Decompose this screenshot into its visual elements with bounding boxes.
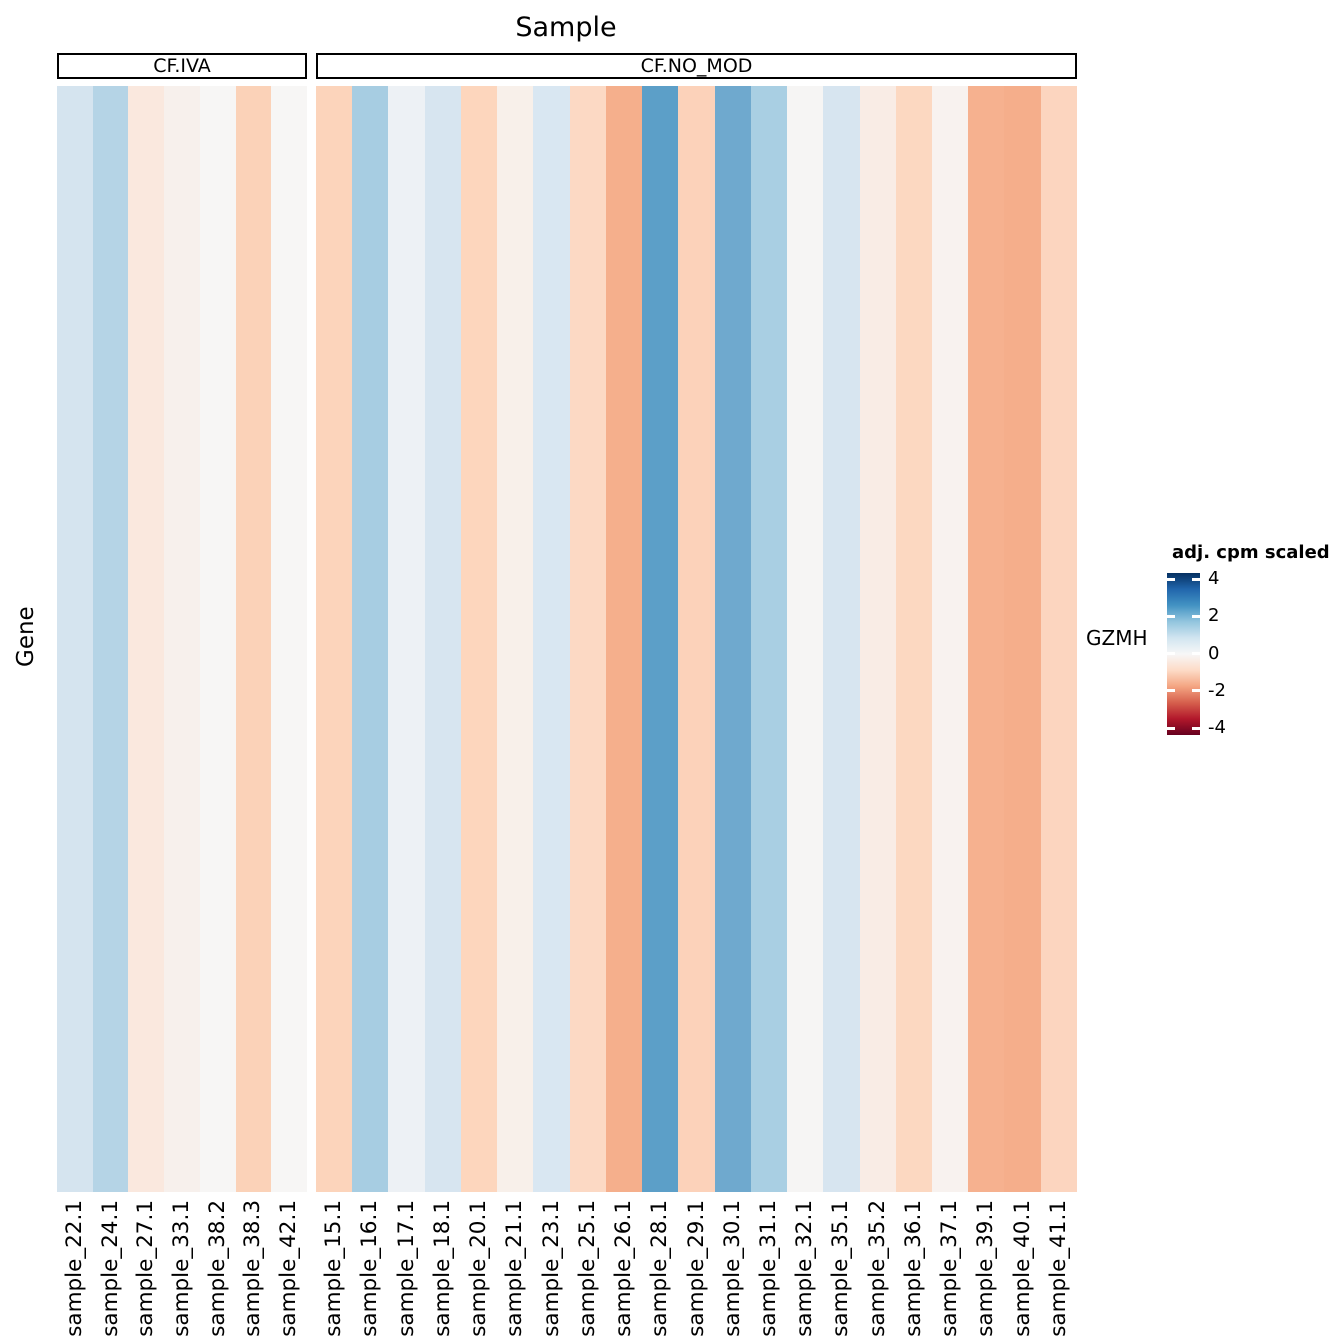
- heatmap-group: [316, 86, 1077, 1192]
- heatmap-cell: [642, 86, 679, 1192]
- legend-tick-mark: [1167, 614, 1175, 618]
- row-label-gzmh: GZMH: [1086, 626, 1148, 650]
- x-axis-label: sample_36.1: [900, 1200, 926, 1337]
- facet-strip-label: CF.IVA: [153, 55, 211, 77]
- x-axis-label: sample_38.3: [240, 1200, 266, 1337]
- heatmap-cell: [569, 86, 606, 1192]
- x-axis-label: sample_31.1: [755, 1200, 781, 1337]
- heatmap-cell: [460, 86, 498, 1192]
- heatmap-cell: [497, 86, 534, 1192]
- x-axis-label: sample_18.1: [429, 1200, 455, 1337]
- heatmap-cell: [235, 86, 272, 1192]
- x-axis-label: sample_16.1: [357, 1200, 383, 1337]
- x-axis-label: sample_38.2: [204, 1200, 230, 1337]
- x-axis-label: sample_30.1: [719, 1200, 745, 1337]
- legend-tick-mark: [1167, 689, 1175, 693]
- x-axis-label: sample_28.1: [647, 1200, 673, 1337]
- x-axis-label: sample_40.1: [1009, 1200, 1035, 1337]
- x-axis-label: sample_32.1: [792, 1200, 818, 1337]
- heatmap-cell: [92, 86, 129, 1192]
- x-axis-label: sample_33.1: [169, 1200, 194, 1337]
- x-axis-label: sample_26.1: [611, 1200, 637, 1337]
- x-axis-label: sample_29.1: [683, 1200, 709, 1337]
- heatmap-cell: [895, 86, 932, 1192]
- y-axis-title: Gene: [13, 606, 39, 667]
- heatmap-cell: [750, 86, 788, 1192]
- legend-tick-mark: [1192, 726, 1200, 730]
- heatmap-cell: [57, 86, 93, 1192]
- heatmap-cell: [1004, 86, 1041, 1192]
- x-axis-label: sample_24.1: [97, 1200, 123, 1337]
- heatmap-cell: [533, 86, 570, 1192]
- x-axis-label: sample_22.1: [61, 1200, 87, 1337]
- legend-tick-label: 0: [1208, 642, 1220, 664]
- heatmap-cell: [859, 86, 896, 1192]
- x-axis-label: sample_23.1: [538, 1200, 564, 1337]
- x-axis-label: sample_39.1: [973, 1200, 999, 1337]
- legend-tick-mark: [1167, 726, 1175, 730]
- x-axis-label: sample_25.1: [574, 1200, 600, 1337]
- legend-tick-mark: [1192, 614, 1200, 618]
- facet-strip-label: CF.NO_MOD: [640, 55, 753, 77]
- x-axis-label: sample_41.1: [1045, 1200, 1071, 1337]
- heatmap-cell: [388, 86, 425, 1192]
- legend-tick-label: -4: [1208, 717, 1226, 738]
- legend-tick-label: 4: [1208, 568, 1220, 589]
- heatmap-cell: [352, 86, 389, 1192]
- plot-title: Sample: [515, 12, 617, 43]
- facet-strip: CF.IVA: [57, 53, 307, 79]
- heatmap-cell: [787, 86, 824, 1192]
- x-axis-label: sample_20.1: [466, 1200, 492, 1337]
- x-axis-label: sample_35.2: [864, 1200, 890, 1337]
- legend-tick-mark: [1192, 689, 1200, 693]
- legend-title: adj. cpm scaled: [1172, 542, 1330, 563]
- x-axis-label: sample_17.1: [393, 1200, 419, 1337]
- heatmap-cell: [968, 86, 1005, 1192]
- legend-tick-mark: [1167, 652, 1175, 655]
- legend-tick-label: 2: [1208, 605, 1220, 627]
- heatmap-cell: [678, 86, 715, 1192]
- x-axis-label: sample_42.1: [276, 1200, 302, 1337]
- heatmap-group: [57, 86, 308, 1192]
- heatmap-cell: [714, 86, 751, 1192]
- legend-tick-mark: [1192, 652, 1200, 655]
- heatmap-cell: [199, 86, 236, 1192]
- heatmap-cell: [316, 86, 353, 1192]
- x-axis-label: sample_35.1: [828, 1200, 854, 1337]
- legend-tick-mark: [1192, 577, 1200, 581]
- heatmap-cell: [271, 86, 308, 1192]
- x-axis-label: sample_27.1: [133, 1200, 159, 1337]
- x-axis-label: sample_21.1: [502, 1200, 528, 1337]
- heatmap-cell: [823, 86, 860, 1192]
- heatmap-cell: [605, 86, 643, 1192]
- legend-tick-label: -2: [1208, 679, 1226, 701]
- heatmap-cell: [424, 86, 461, 1192]
- heatmap-cell: [1040, 86, 1077, 1192]
- heatmap-cell: [128, 86, 165, 1192]
- heatmap-cell: [931, 86, 969, 1192]
- x-axis-label: sample_37.1: [937, 1200, 963, 1337]
- legend-tick-mark: [1167, 577, 1175, 581]
- facet-strip: CF.NO_MOD: [316, 53, 1077, 79]
- x-axis-label: sample_15.1: [321, 1200, 347, 1337]
- heatmap-cell: [164, 86, 200, 1192]
